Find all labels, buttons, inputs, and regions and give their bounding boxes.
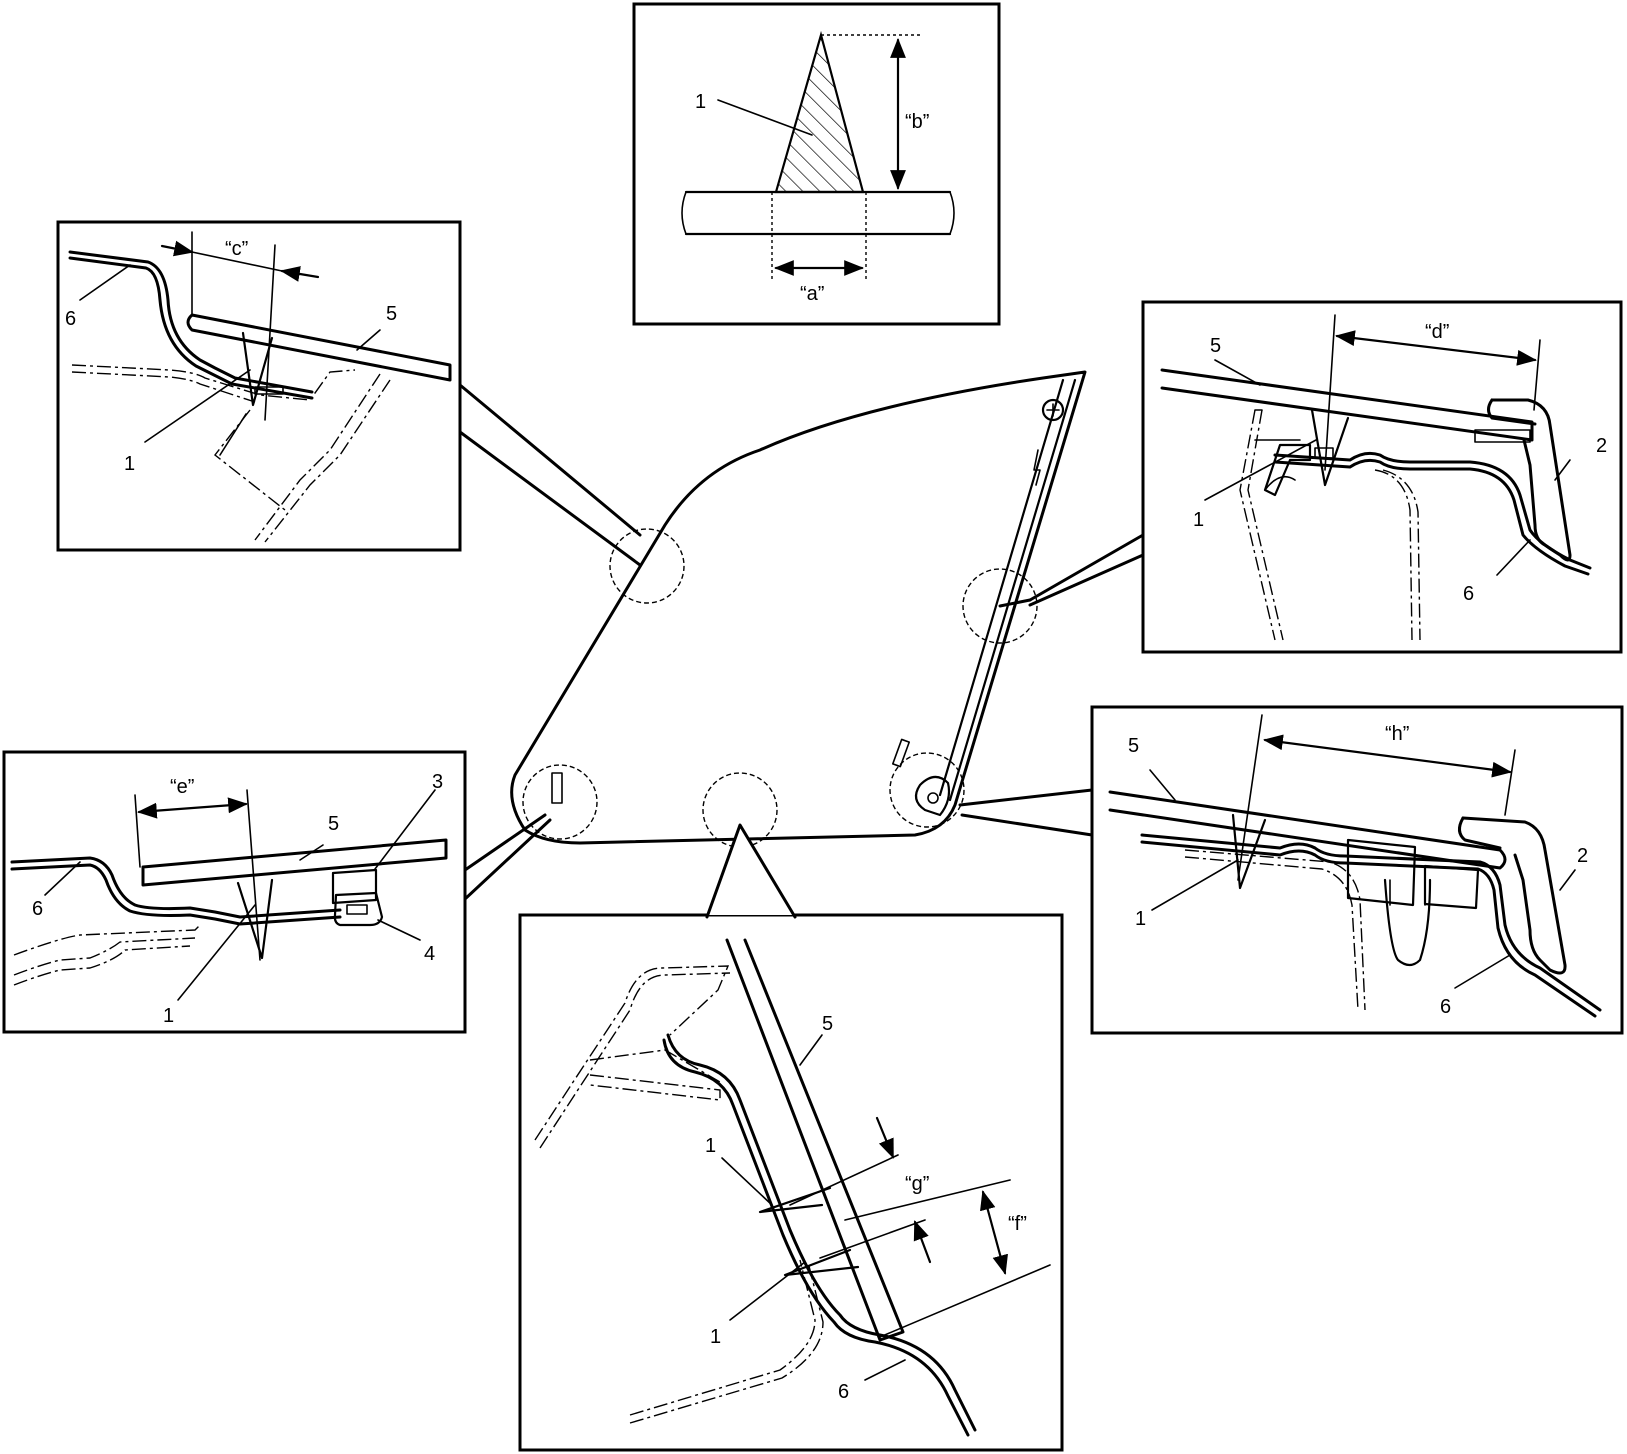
label-h: “h” [1385, 723, 1409, 745]
label-b: “b” [905, 111, 929, 133]
label-d: “d” [1425, 321, 1449, 343]
label-c: “c” [225, 238, 248, 260]
label-part-1-fg-a: 1 [705, 1135, 716, 1157]
callout-pointers [998, 598, 1032, 608]
label-e: “e” [170, 776, 194, 798]
label-part-1-h: 1 [1135, 908, 1146, 930]
label-part-5-d: 5 [1210, 335, 1221, 357]
label-part-6-d: 6 [1463, 583, 1474, 605]
detail-circle-bottom-right [889, 752, 965, 828]
label-part-6-c: 6 [65, 308, 76, 330]
label-part-6-e: 6 [32, 898, 43, 920]
detail-adhesive-section: 1 “b” “a” [632, 2, 1001, 326]
spacer-icon [891, 738, 911, 768]
lower-clip-icon [914, 775, 951, 817]
glass-outline [510, 370, 1087, 848]
detail-e: “e” 5 6 3 4 1 [2, 750, 552, 1034]
label-f: “f” [1008, 1213, 1027, 1235]
detail-circle-top-left [609, 528, 685, 604]
detail-circle-bottom-left [522, 764, 598, 840]
upper-clip-icon [1041, 398, 1065, 422]
label-part-1-e: 1 [163, 1005, 174, 1027]
detail-circle-right [962, 568, 1038, 644]
label-part-2-h: 2 [1577, 845, 1588, 867]
label-part-5-e: 5 [328, 813, 339, 835]
detail-f-g: 5 1 1 6 “g” “f” [518, 823, 1064, 1452]
label-part-2-d: 2 [1596, 435, 1607, 457]
detail-h: “h” 5 1 2 6 [958, 705, 1624, 1035]
left-spacer-icon [551, 772, 563, 804]
label-part-4-e: 4 [424, 943, 435, 965]
label-part-6-fg: 6 [838, 1381, 849, 1403]
label-part-5-h: 5 [1128, 735, 1139, 757]
label-part-1-c: 1 [124, 453, 135, 475]
label-part-1-d: 1 [1193, 509, 1204, 531]
label-a: “a” [800, 283, 824, 305]
label-part-3-e: 3 [432, 771, 443, 793]
detail-d: “d” 5 1 2 6 [1028, 300, 1623, 654]
label-part-5-fg: 5 [822, 1013, 833, 1035]
label-part-6-h: 6 [1440, 996, 1451, 1018]
label-part-1-fg-b: 1 [710, 1326, 721, 1348]
detail-c: “c” 6 5 1 [56, 220, 642, 567]
label-g: “g” [905, 1173, 929, 1195]
label-part-5-c: 5 [386, 303, 397, 325]
label-part-1-a: 1 [695, 91, 706, 113]
